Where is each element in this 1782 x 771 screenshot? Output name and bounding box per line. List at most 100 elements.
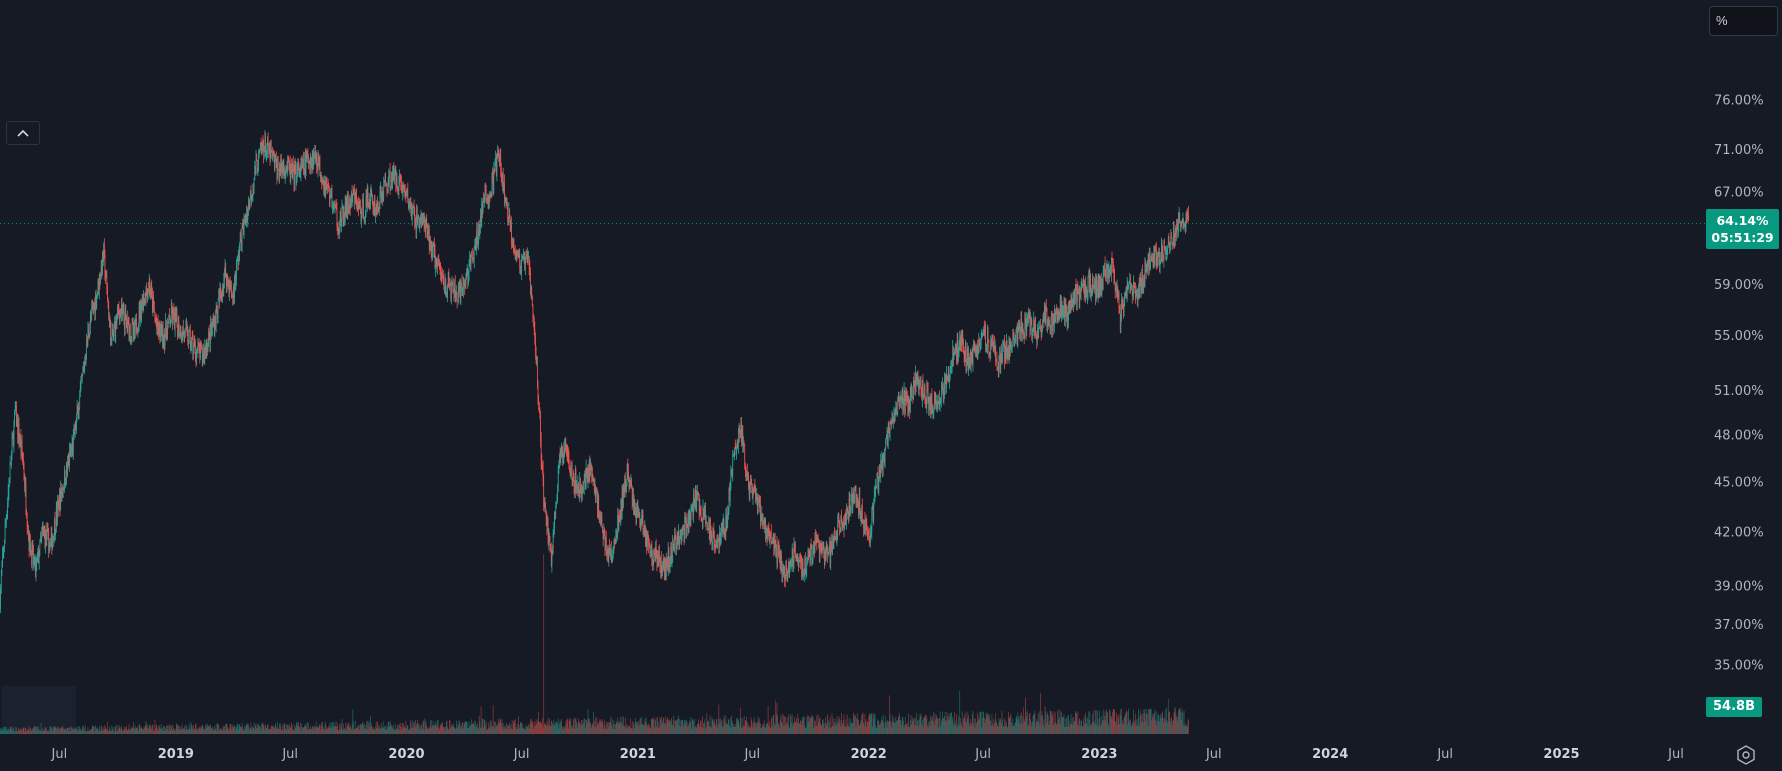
volume-bar <box>12 730 13 734</box>
volume-bar <box>5 726 7 734</box>
volume-bar <box>1036 719 1038 734</box>
volume-bar <box>549 718 550 734</box>
candle <box>162 321 164 350</box>
volume-bar <box>742 727 744 734</box>
candle <box>186 317 187 332</box>
volume-bar <box>672 719 674 734</box>
candle <box>791 558 792 570</box>
candle <box>493 168 495 175</box>
candle <box>530 267 531 296</box>
candle <box>108 300 110 321</box>
volume-bar <box>197 728 199 734</box>
candle <box>1078 285 1080 309</box>
volume-bar <box>215 728 216 734</box>
candle <box>946 366 947 393</box>
volume-bar <box>866 726 868 734</box>
volume-bar <box>229 728 230 734</box>
volume-bar <box>672 724 674 734</box>
volume-bar <box>712 719 713 734</box>
candle <box>1149 247 1151 271</box>
x-tick-label: Jul <box>513 747 530 762</box>
volume-bar <box>384 726 385 734</box>
candle <box>715 540 717 547</box>
volume-bar <box>1162 722 1164 734</box>
candle <box>210 317 212 340</box>
volume-bar <box>212 727 214 734</box>
volume-bar <box>764 727 766 734</box>
candle <box>652 549 653 571</box>
candle <box>488 191 490 209</box>
y-tick-label: 48.00% <box>1714 428 1764 443</box>
candle <box>418 214 419 219</box>
price-axis[interactable]: 76.00%71.00%67.00%59.00%55.00%51.00%48.0… <box>1714 94 1764 674</box>
candle <box>763 516 765 534</box>
volume-bar <box>537 722 538 734</box>
volume-bar <box>896 720 898 734</box>
candle <box>902 386 904 416</box>
volume-bar <box>244 728 246 734</box>
gear-icon[interactable] <box>1735 744 1757 766</box>
volume-bar <box>379 728 381 734</box>
candle <box>182 319 184 337</box>
candle <box>573 469 574 483</box>
candle <box>223 268 225 289</box>
candle <box>929 392 931 411</box>
volume-bar <box>339 729 341 734</box>
candle <box>894 407 896 422</box>
candle <box>1006 333 1007 359</box>
collapse-button[interactable] <box>6 121 40 145</box>
candle <box>473 245 475 269</box>
candle <box>870 524 871 548</box>
candle <box>407 198 409 211</box>
candle <box>816 534 818 551</box>
volume-bar <box>1072 724 1074 734</box>
candle <box>1164 246 1166 254</box>
volume-bar <box>994 719 996 734</box>
volume-bar <box>1037 713 1039 734</box>
volume-bar <box>1067 715 1069 734</box>
candle <box>337 223 339 236</box>
volume-bar <box>88 731 89 734</box>
candle <box>351 190 352 208</box>
volume-bar <box>822 719 823 734</box>
candle <box>967 347 969 371</box>
candle <box>805 568 807 580</box>
volume-bar <box>813 719 815 734</box>
volume-bar <box>292 729 294 734</box>
time-axis[interactable]: Jul 2019 Jul 2020 Jul 2021 Jul 2022 Jul 2023 Jul 20… <box>51 747 1684 762</box>
candle <box>702 518 703 530</box>
volume-bar <box>84 730 86 734</box>
volume-bar <box>470 724 472 734</box>
volume-bar <box>35 726 36 734</box>
candle <box>146 282 148 297</box>
candle <box>476 222 478 256</box>
candle <box>784 565 785 587</box>
volume-bar <box>583 718 585 734</box>
volume-bar <box>463 723 465 734</box>
volume-bar <box>827 719 829 734</box>
candle <box>880 453 882 483</box>
candle <box>348 204 350 214</box>
candle <box>493 162 495 195</box>
volume-bar <box>341 718 343 734</box>
candle <box>1075 278 1077 291</box>
volume-bar <box>600 719 601 734</box>
candle <box>266 136 268 159</box>
candle <box>4 539 5 553</box>
candle <box>885 438 887 451</box>
candle <box>653 548 655 557</box>
unit-selector[interactable]: % <box>1709 6 1778 36</box>
volume-bar <box>175 730 177 734</box>
volume-bar <box>66 728 68 734</box>
volume-bar <box>160 724 162 734</box>
candle <box>679 536 680 550</box>
candle <box>614 539 616 545</box>
volume-bar <box>993 726 995 734</box>
candle <box>989 351 991 362</box>
volume-bar <box>1135 713 1136 734</box>
candle <box>1102 265 1104 291</box>
candle <box>103 238 105 259</box>
volume-bar <box>193 725 194 734</box>
volume-bar <box>324 724 326 734</box>
